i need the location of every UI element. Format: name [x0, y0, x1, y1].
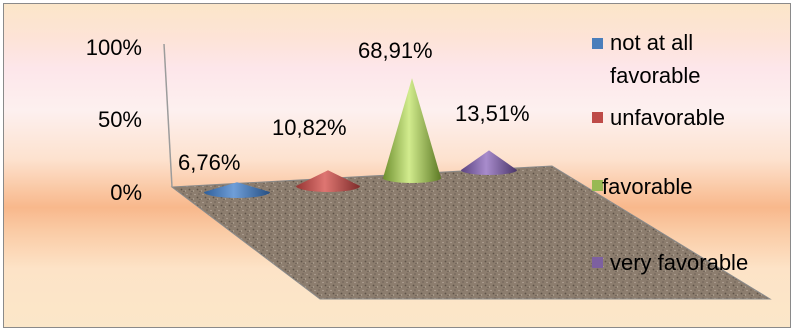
legend-label-not-at-all-favorable-line2: favorable: [610, 63, 701, 88]
axis-tick-100: 100%: [86, 35, 142, 60]
axis-tick-50: 50%: [98, 107, 142, 132]
cone-chart: 100% 50% 0% 6,76% 10,82% 68,91% 13,51% n…: [86, 30, 772, 300]
chart-wall-edge: [163, 43, 173, 188]
cone-favorable: [383, 78, 441, 183]
chart-area: 100% 50% 0% 6,76% 10,82% 68,91% 13,51% n…: [3, 3, 791, 328]
legend-swatch-favorable: [592, 180, 603, 191]
data-label-unfavorable: 10,82%: [272, 115, 347, 140]
legend-swatch-unfavorable: [592, 112, 603, 123]
data-label-favorable: 68,91%: [358, 38, 433, 63]
legend-swatch-not-at-all-favorable: [592, 38, 603, 49]
cone-not-at-all-favorable: [204, 182, 270, 198]
legend-swatch-very-favorable: [592, 257, 603, 268]
data-label-not-at-all-favorable: 6,76%: [178, 150, 240, 175]
legend-label-very-favorable: very favorable: [610, 250, 748, 275]
data-label-very-favorable: 13,51%: [455, 101, 530, 126]
legend-label-not-at-all-favorable-line1: not at all: [610, 30, 693, 55]
legend: not at all favorable unfavorable favorab…: [592, 30, 748, 275]
legend-label-unfavorable: unfavorable: [610, 105, 725, 130]
cone-unfavorable: [296, 170, 360, 192]
axis-tick-0: 0%: [110, 180, 142, 205]
cone-very-favorable: [461, 150, 517, 175]
legend-label-favorable: favorable: [602, 174, 693, 199]
